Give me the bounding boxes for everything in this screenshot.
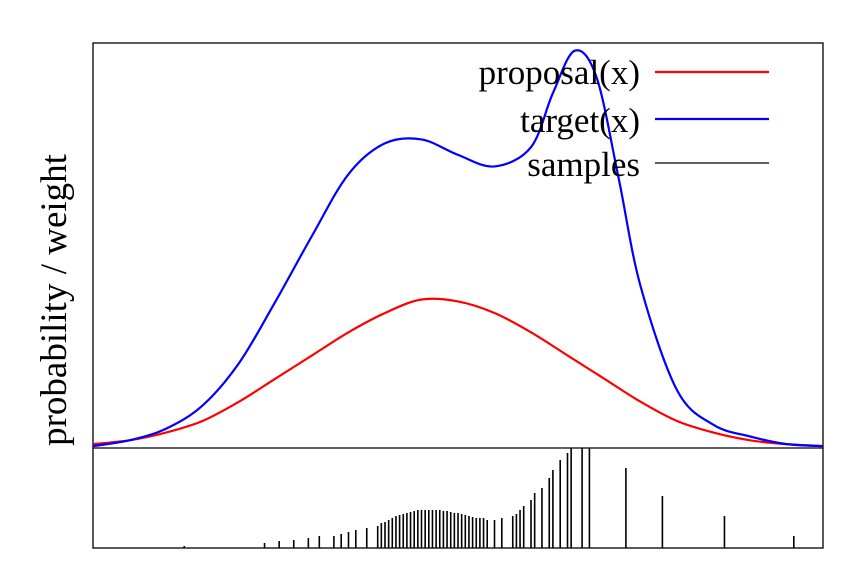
sample-bars bbox=[183, 448, 795, 548]
series-line-target-x bbox=[92, 49, 824, 448]
legend: proposal(x) target(x) samples bbox=[479, 53, 769, 184]
legend-label-proposal: proposal(x) bbox=[479, 53, 640, 92]
series-line-proposal-x bbox=[92, 297, 824, 448]
legend-label-target: target(x) bbox=[520, 101, 640, 140]
curve-layer bbox=[92, 49, 824, 448]
y-axis-label: probability / weight bbox=[34, 153, 75, 446]
legend-label-samples: samples bbox=[527, 145, 640, 184]
